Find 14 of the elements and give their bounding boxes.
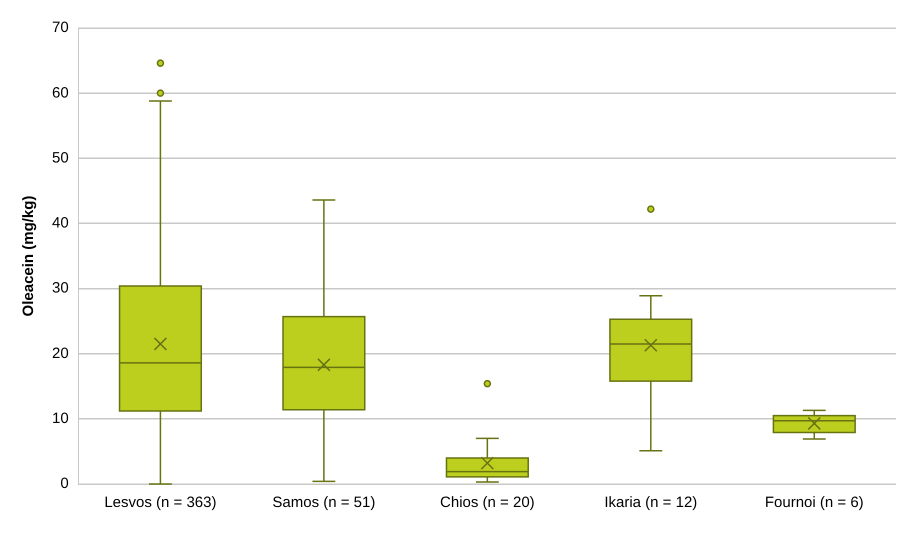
y-tick-label: 40 — [52, 214, 69, 232]
x-tick-label: Fournoi (n = 6) — [764, 494, 864, 512]
x-tick-label: Samos (n = 51) — [272, 494, 376, 512]
x-tick-label: Lesvos (n = 363) — [104, 494, 216, 512]
y-tick-label: 30 — [52, 280, 69, 297]
y-tick-label: 50 — [52, 149, 69, 166]
x-tick-label: Chios (n = 20) — [440, 494, 535, 512]
y-tick-label: 10 — [52, 410, 69, 427]
y-tick-label: 20 — [52, 344, 69, 362]
y-tick-label: 70 — [52, 19, 69, 36]
y-axis-title: Oleacein (mg/kg) — [20, 196, 38, 316]
y-tick-label: 0 — [60, 475, 69, 492]
y-tick-label: 60 — [52, 84, 69, 102]
x-tick-label: Ikaria (n = 12) — [604, 494, 698, 512]
